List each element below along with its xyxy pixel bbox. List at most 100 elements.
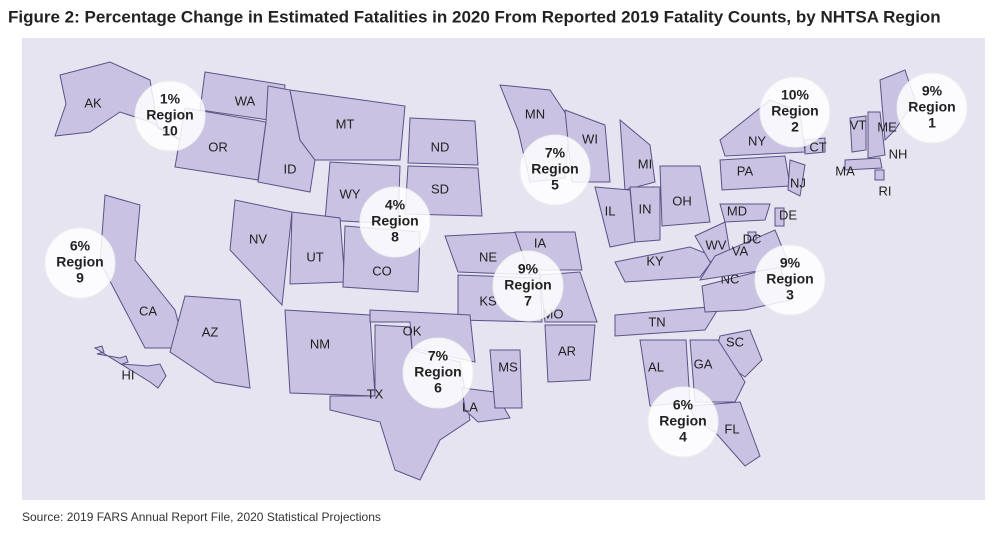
- state-label: AZ: [202, 324, 219, 339]
- state-shape: [774, 207, 785, 227]
- region-badge: [402, 337, 474, 409]
- state-label: OH: [672, 193, 692, 208]
- region-change: 9%: [922, 83, 943, 99]
- state-label: NV: [249, 231, 267, 246]
- region-number: 3: [786, 287, 794, 303]
- state-shape: [544, 324, 596, 383]
- region-number: 8: [391, 229, 399, 245]
- state-label: WV: [706, 237, 727, 252]
- state-label: KY: [646, 253, 664, 268]
- state-shape: [874, 169, 885, 181]
- state-shape: [629, 186, 661, 243]
- state-label: SC: [726, 334, 744, 349]
- regions: 9%Region110%Region29%Region36%Region47%R…: [44, 72, 968, 458]
- region-badge: [134, 80, 206, 152]
- state-shape: [93, 345, 167, 389]
- state-label: AK: [84, 95, 102, 110]
- state-label: NM: [310, 336, 330, 351]
- region-number: 5: [551, 177, 559, 193]
- state-label: OR: [208, 139, 228, 154]
- state-shape: [747, 231, 757, 241]
- region-badge: [647, 386, 719, 458]
- region-change: 9%: [518, 261, 539, 277]
- region-number: 6: [434, 380, 442, 396]
- region-badge: [519, 134, 591, 206]
- region-number: 1: [928, 115, 936, 131]
- region-label: Region: [146, 107, 193, 123]
- state-label: NH: [889, 146, 908, 161]
- state-shape: [407, 117, 479, 166]
- state-label: KS: [479, 293, 497, 308]
- state-label: IA: [534, 235, 547, 250]
- state-shape: [461, 387, 511, 423]
- state-label: ID: [284, 161, 297, 176]
- state-label: WI: [582, 131, 598, 146]
- region-label: Region: [531, 161, 578, 177]
- region-badge: [754, 244, 826, 316]
- region-badge: [492, 250, 564, 322]
- region-change: 10%: [781, 87, 810, 103]
- state-label: RI: [879, 183, 892, 198]
- state-shape: [614, 305, 721, 337]
- state-label: AL: [648, 359, 664, 374]
- region-change: 7%: [428, 348, 449, 364]
- state-label: MT: [336, 116, 355, 131]
- region-label: Region: [908, 99, 955, 115]
- figure-title: Figure 2: Percentage Change in Estimated…: [8, 7, 941, 26]
- state-label: DC: [743, 231, 762, 246]
- state-label: IN: [639, 201, 652, 216]
- state-label: DE: [779, 207, 797, 222]
- region-label: Region: [659, 413, 706, 429]
- region-badge: [759, 76, 831, 148]
- state-label: MN: [525, 106, 545, 121]
- state-shape: [289, 211, 346, 285]
- state-label: MS: [498, 359, 518, 374]
- state-shape: [489, 349, 523, 409]
- region-label: Region: [766, 271, 813, 287]
- region-change: 6%: [70, 238, 91, 254]
- state-label: FL: [724, 421, 739, 436]
- state-shape: [619, 118, 656, 191]
- state-label: LA: [462, 399, 478, 414]
- region-number: 9: [76, 270, 84, 286]
- state-shape: [229, 199, 293, 307]
- region-label: Region: [56, 254, 103, 270]
- region-change: 4%: [385, 197, 406, 213]
- state-label: AR: [558, 343, 576, 358]
- state-shape: [614, 246, 716, 283]
- region-label: Region: [414, 364, 461, 380]
- state-label: MD: [727, 203, 747, 218]
- state-label: OK: [403, 323, 422, 338]
- region-number: 7: [524, 293, 532, 309]
- region-change: 7%: [545, 145, 566, 161]
- state-shape: [169, 295, 251, 389]
- region-number: 4: [679, 429, 687, 445]
- state-label: NY: [748, 133, 766, 148]
- state-shape: [787, 159, 806, 197]
- state-label: CA: [139, 303, 157, 318]
- state-shape: [289, 89, 406, 161]
- state-shape: [284, 309, 376, 397]
- state-shape: [719, 155, 791, 191]
- state-shape: [849, 115, 867, 153]
- state-label: UT: [306, 249, 323, 264]
- region-change: 1%: [160, 91, 181, 107]
- region-badge: [359, 186, 431, 258]
- state-label: VT: [850, 117, 867, 132]
- region-label: Region: [371, 213, 418, 229]
- state-shape: [719, 203, 771, 223]
- state-label: HI: [122, 367, 135, 382]
- state-label: WA: [235, 93, 256, 108]
- source-note: Source: 2019 FARS Annual Report File, 20…: [22, 510, 381, 524]
- state-label: SD: [431, 181, 449, 196]
- state-label: MI: [638, 156, 652, 171]
- state-label: NJ: [790, 175, 806, 190]
- state-shape: [659, 165, 711, 227]
- state-shape: [844, 157, 883, 171]
- state-label: TN: [648, 314, 665, 329]
- state-label: WY: [340, 186, 361, 201]
- region-number: 10: [162, 123, 178, 139]
- region-label: Region: [771, 103, 818, 119]
- state-label: NE: [479, 249, 497, 264]
